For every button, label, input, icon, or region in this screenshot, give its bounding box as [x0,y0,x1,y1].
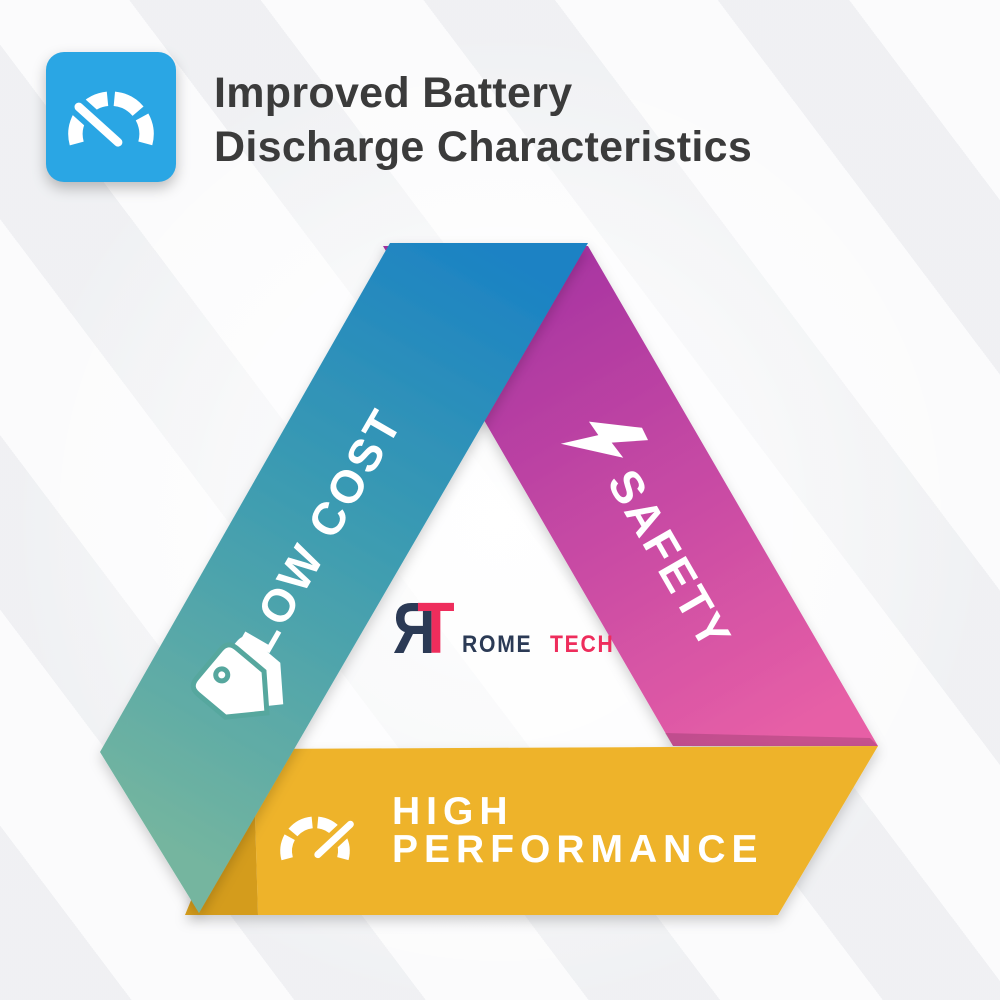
speedometer-needle [68,96,129,153]
logo-monogram-t: T [417,589,455,669]
page-title-line1: Improved Battery [214,69,573,117]
price-tag-icon [190,636,284,720]
header-badge [46,52,176,182]
band-high-performance [253,746,878,915]
band-high-performance-label-line1: HIGH [392,790,514,833]
logo-word-tech: TECH [550,631,615,658]
band-high-performance-label-line2: PERFORMANCE [392,828,764,871]
brand-logo: R T ROME TECH [388,589,618,678]
logo-wordmark: ROME TECH [462,631,623,659]
speedometer-icon [280,816,359,863]
page-title: Improved Battery Discharge Characteristi… [214,66,752,174]
band-safety-fold [665,733,878,746]
speedometer-icon [68,91,154,153]
logo-word-rome: ROME [462,631,533,658]
band-low-cost [100,243,588,913]
page-title-line2: Discharge Characteristics [214,123,753,171]
lightning-bolt-icon [560,421,649,458]
